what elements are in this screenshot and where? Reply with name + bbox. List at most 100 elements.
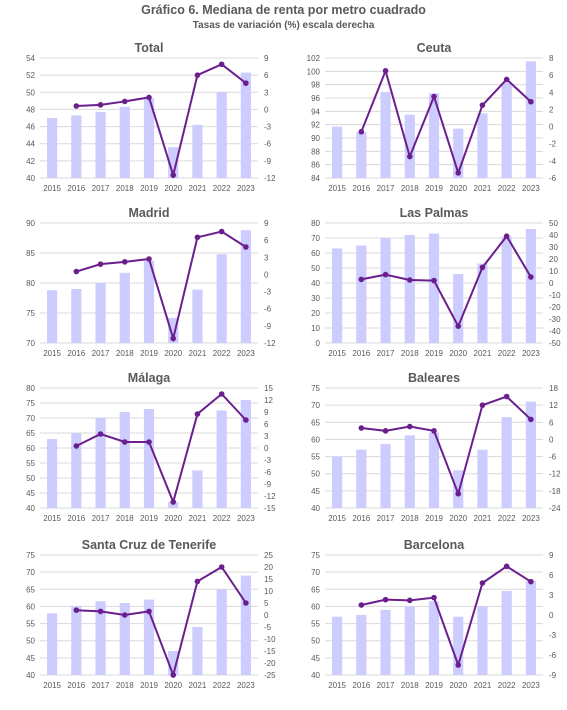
- line-point: [358, 128, 365, 135]
- left-tick-label: 44: [26, 140, 35, 149]
- right-tick-label: -24: [549, 504, 561, 513]
- x-tick-label: 2015: [43, 184, 61, 193]
- series-line: [361, 395, 532, 497]
- x-tick-label: 2023: [522, 514, 540, 523]
- right-tick-label: 15: [264, 384, 273, 393]
- line-point: [121, 612, 128, 618]
- left-tick-label: 86: [311, 161, 320, 170]
- x-tick-label: 2023: [522, 184, 540, 193]
- x-tick-label: 2022: [498, 514, 516, 523]
- chart-title: Madrid: [129, 206, 170, 220]
- x-tick-label: 2022: [213, 184, 231, 193]
- chart-panel: Málaga 40 45 50 55 60 65 70 75 80 -15 -12 -9 -6 -3 0 3 6 9…: [26, 371, 276, 523]
- left-tick-label: 84: [311, 174, 320, 183]
- x-tick-label: 2020: [449, 349, 467, 358]
- x-tick-label: 2021: [189, 514, 207, 523]
- bar: [71, 606, 82, 675]
- left-tick-label: 65: [26, 429, 35, 438]
- right-tick-label: 20: [264, 563, 273, 572]
- line-point: [73, 103, 80, 109]
- line-point: [431, 594, 437, 601]
- left-tick-label: 65: [26, 585, 35, 594]
- left-tick-label: 45: [26, 489, 35, 498]
- left-tick-label: 40: [311, 504, 320, 513]
- left-tick-label: 98: [311, 81, 320, 90]
- bar: [168, 502, 179, 508]
- line-point: [121, 259, 128, 265]
- bar: [95, 112, 106, 178]
- right-tick-label: -20: [549, 303, 561, 312]
- bar: [240, 230, 251, 343]
- bar: [501, 591, 512, 675]
- left-tick-label: 46: [26, 123, 35, 132]
- bar: [119, 272, 130, 343]
- chart-panel: Madrid 70 75 80 85 90 -12 -9 -6 -3 0 3 6 9 2015 2016 201…: [26, 206, 276, 358]
- left-tick-label: 40: [26, 671, 35, 680]
- line-point: [218, 228, 225, 235]
- left-tick-label: 96: [311, 94, 320, 103]
- left-tick-label: 80: [26, 279, 35, 288]
- right-tick-label: -15: [264, 504, 276, 513]
- x-tick-label: 2016: [352, 349, 370, 358]
- right-tick-label: -18: [549, 487, 561, 496]
- series-line: [361, 565, 532, 669]
- x-tick-label: 2019: [425, 514, 443, 523]
- x-tick-label: 2016: [67, 514, 85, 523]
- x-tick-label: 2016: [67, 349, 85, 358]
- bar: [192, 627, 203, 675]
- x-tick-label: 2020: [164, 349, 182, 358]
- series-line: [361, 234, 532, 329]
- right-tick-label: 5: [264, 599, 269, 608]
- x-tick-label: 2017: [92, 681, 110, 690]
- right-tick-label: 9: [264, 54, 269, 63]
- left-tick-label: 30: [311, 294, 320, 303]
- line-point: [455, 490, 462, 497]
- line-point: [431, 93, 437, 100]
- bar: [356, 245, 367, 343]
- line-point: [358, 425, 365, 431]
- right-tick-label: 10: [549, 267, 558, 276]
- right-tick-label: 3: [264, 88, 269, 97]
- line-point: [170, 172, 177, 178]
- left-tick-label: 55: [311, 453, 320, 462]
- right-tick-label: 6: [264, 420, 269, 429]
- left-tick-label: 90: [311, 134, 320, 143]
- right-tick-label: -12: [549, 470, 561, 479]
- left-tick-label: 70: [311, 568, 320, 577]
- line-point: [243, 417, 249, 423]
- bar: [404, 606, 415, 675]
- x-tick-label: 2022: [498, 184, 516, 193]
- left-tick-label: 50: [26, 637, 35, 646]
- line-point: [97, 608, 104, 615]
- line-point: [97, 102, 104, 108]
- right-tick-label: -6: [264, 140, 272, 149]
- right-tick-label: 6: [264, 236, 269, 245]
- x-tick-label: 2018: [401, 514, 419, 523]
- right-tick-label: -6: [264, 468, 272, 477]
- line-point: [406, 597, 413, 604]
- series-line: [76, 63, 247, 179]
- line-point: [243, 244, 249, 250]
- x-tick-label: 2021: [189, 349, 207, 358]
- x-tick-label: 2015: [328, 514, 346, 523]
- bar: [119, 603, 130, 675]
- x-tick-label: 2017: [92, 514, 110, 523]
- bar: [47, 290, 58, 343]
- left-tick-label: 75: [26, 551, 35, 560]
- line-point: [479, 264, 486, 271]
- x-tick-label: 2016: [67, 184, 85, 193]
- bar: [216, 254, 227, 343]
- left-tick-label: 75: [26, 399, 35, 408]
- right-tick-label: 0: [549, 123, 554, 132]
- x-tick-label: 2019: [425, 349, 443, 358]
- right-tick-label: -6: [264, 305, 272, 314]
- line-point: [194, 578, 201, 585]
- bar: [95, 601, 106, 675]
- bar: [332, 126, 343, 178]
- bar: [453, 274, 464, 343]
- series-line: [76, 230, 247, 343]
- line-point: [528, 98, 534, 105]
- x-tick-label: 2019: [140, 184, 158, 193]
- x-tick-label: 2018: [116, 514, 134, 523]
- left-tick-label: 70: [311, 401, 320, 410]
